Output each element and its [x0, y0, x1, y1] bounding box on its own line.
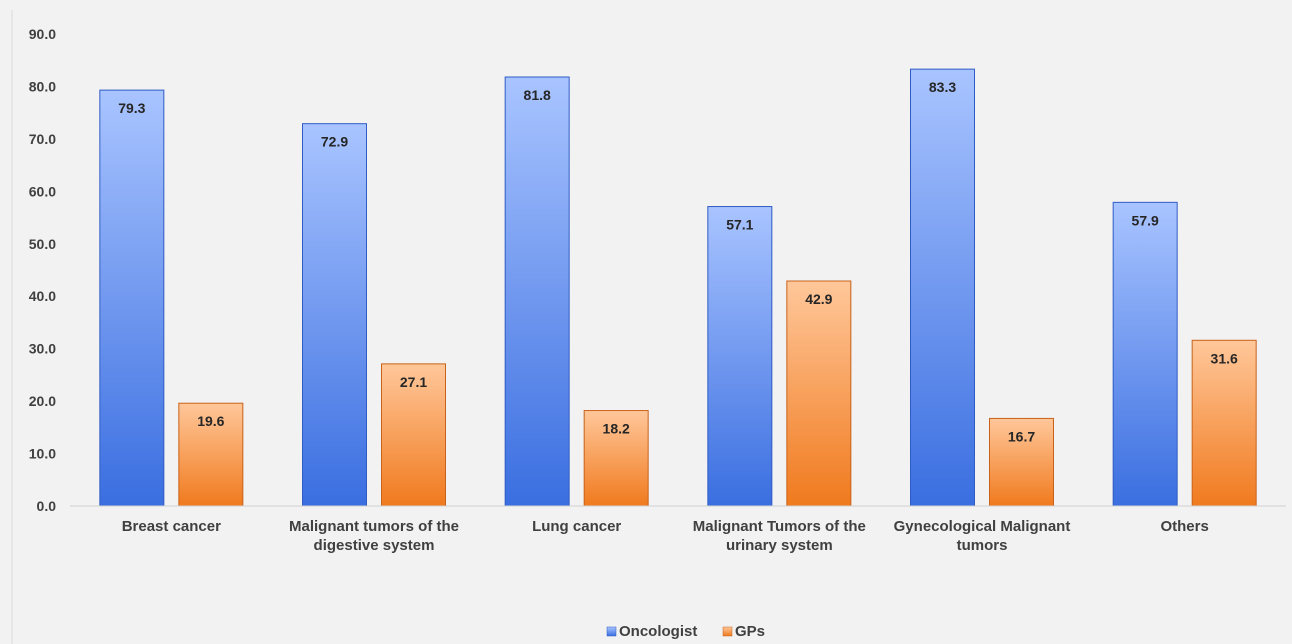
bar-oncologist-3 [707, 206, 773, 507]
data-label-oncologist-3: 57.1 [726, 217, 753, 233]
legend-swatch-gps [722, 626, 733, 637]
data-label-gps-4: 16.7 [1008, 428, 1035, 444]
x-category-label: Lung cancer [532, 518, 621, 535]
y-tick-label: 90.0 [29, 26, 56, 42]
bar-gps-3 [786, 280, 852, 507]
y-tick-label: 60.0 [29, 183, 56, 199]
data-label-gps-2: 18.2 [603, 421, 630, 437]
data-label-oncologist-5: 57.9 [1132, 212, 1159, 228]
data-label-oncologist-4: 83.3 [929, 79, 956, 95]
bar-gps-1 [381, 363, 446, 507]
bars-group [99, 68, 1257, 507]
x-category-label: Gynecological Malignant [894, 518, 1071, 535]
x-category-label: Others [1160, 518, 1208, 535]
data-labels-group: 79.3 19.6 72.9 27.1 81.8 18.2 57.1 42.9 83.3 16.7… [118, 79, 1238, 444]
y-axis: 0.0 10.0 20.0 30.0 40.0 50.0 60.0 70.0 80.0 90.0 [11, 10, 57, 644]
y-tick-label: 70.0 [29, 131, 56, 147]
x-category-label: urinary system [726, 537, 833, 554]
x-category-label: digestive system [314, 537, 435, 554]
y-tick-label: 0.0 [37, 498, 57, 514]
data-label-gps-5: 31.6 [1211, 350, 1238, 366]
y-tick-label: 50.0 [29, 236, 56, 252]
bar-oncologist-1 [302, 123, 367, 507]
legend-label-gps: GPs [735, 623, 765, 640]
y-tick-label: 80.0 [29, 78, 56, 94]
legend-label-oncologist: Oncologist [619, 623, 697, 640]
x-category-label: Malignant tumors of the [289, 518, 459, 535]
data-label-oncologist-2: 81.8 [524, 87, 551, 103]
data-label-oncologist-1: 72.9 [321, 134, 348, 150]
data-label-gps-3: 42.9 [805, 291, 832, 307]
y-tick-label: 10.0 [29, 446, 56, 462]
bar-oncologist-0 [99, 89, 165, 507]
bar-oncologist-4 [910, 68, 975, 507]
legend: Oncologist GPs [606, 623, 765, 640]
legend-swatch-oncologist [606, 626, 617, 637]
bar-oncologist-2 [504, 76, 570, 507]
y-tick-label: 20.0 [29, 393, 56, 409]
bar-gps-5 [1191, 339, 1257, 507]
x-category-label: tumors [957, 537, 1008, 554]
data-label-oncologist-0: 79.3 [118, 100, 145, 116]
bar-oncologist-5 [1112, 201, 1178, 507]
y-tick-label: 30.0 [29, 341, 56, 357]
y-tick-label: 40.0 [29, 288, 56, 304]
data-label-gps-1: 27.1 [400, 374, 427, 390]
data-label-gps-0: 19.6 [197, 413, 224, 429]
bar-gps-4 [989, 417, 1054, 507]
x-category-label: Breast cancer [122, 518, 221, 535]
x-axis: Breast cancer Malignant tumors of the dige… [70, 505, 1286, 554]
x-category-label: Malignant Tumors of the [693, 518, 866, 535]
bar-gps-2 [583, 410, 649, 507]
